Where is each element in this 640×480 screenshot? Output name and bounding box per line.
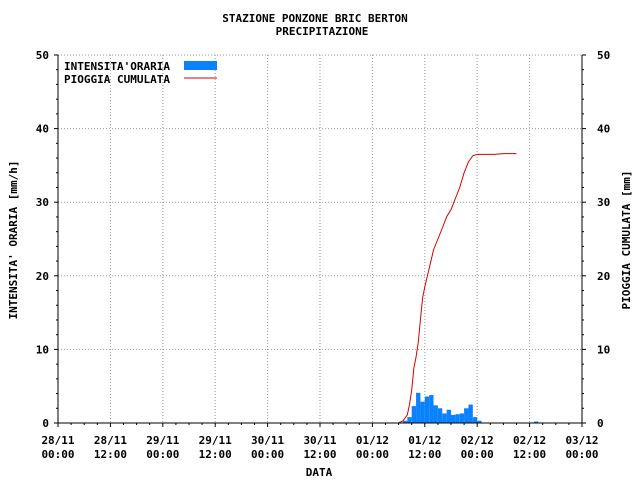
x-axis-label: DATA [306, 466, 333, 479]
intensity-bar [472, 417, 478, 423]
intensity-bar [451, 414, 456, 423]
intensity-bar [424, 396, 430, 423]
intensity-bar [411, 406, 417, 423]
x-tick-label-time: 00:00 [41, 448, 74, 461]
intensity-bars [402, 392, 539, 423]
intensity-bar [437, 408, 443, 423]
y-tick-label-left: 20 [36, 270, 49, 283]
y-tick-label-left: 0 [42, 417, 49, 430]
legend-label-intensity: INTENSITA'ORARIA [64, 60, 170, 73]
y-tick-label-right: 20 [597, 270, 610, 283]
x-tick-label-date: 02/12 [461, 434, 494, 447]
axes [54, 54, 586, 427]
intensity-bar [446, 409, 451, 423]
grid [58, 54, 582, 423]
x-tick-label-time: 12:00 [94, 448, 127, 461]
x-tick-label-time: 00:00 [461, 448, 494, 461]
y-tick-label-right: 10 [597, 343, 610, 356]
intensity-bar [433, 405, 438, 423]
intensity-bar [477, 420, 482, 423]
chart-title: STAZIONE PONZONE BRIC BERTON [222, 12, 407, 25]
x-tick-label-date: 28/11 [41, 434, 74, 447]
chart-subtitle: PRECIPITAZIONE [276, 25, 369, 38]
y-tick-label-left: 50 [36, 49, 49, 62]
intensity-bar [402, 420, 408, 423]
x-tick-label-time: 12:00 [408, 448, 441, 461]
y-axis-label-left: INTENSITA' ORARIA [mm/h] [7, 161, 20, 320]
cumulative-series-line [398, 153, 517, 424]
x-tick-label-time: 12:00 [199, 448, 232, 461]
intensity-bar [416, 392, 421, 423]
intensity-bar [468, 404, 473, 423]
legend-swatch-intensity [184, 61, 217, 70]
x-tick-label-date: 29/11 [199, 434, 232, 447]
y-tick-label-right: 50 [597, 49, 610, 62]
y-tick-label-right: 40 [597, 123, 610, 136]
intensity-bar [420, 401, 425, 423]
legend: INTENSITA'ORARIA PIOGGIA CUMULATA [64, 60, 217, 86]
intensity-bar [459, 413, 465, 423]
x-tick-label-date: 30/11 [303, 434, 336, 447]
y-axis-label-right: PIOGGIA CUMULATA [mm] [620, 170, 633, 309]
x-tick-label-date: 28/11 [94, 434, 127, 447]
y-tick-label-right: 30 [597, 196, 610, 209]
x-tick-label-date: 03/12 [565, 434, 598, 447]
x-tick-label-date: 01/12 [408, 434, 441, 447]
x-tick-label-date: 01/12 [356, 434, 389, 447]
x-tick-label-date: 02/12 [513, 434, 546, 447]
x-tick-label-date: 30/11 [251, 434, 284, 447]
intensity-bar [429, 395, 434, 423]
x-tick-label-time: 00:00 [356, 448, 389, 461]
intensity-bar [442, 413, 447, 423]
intensity-bar [464, 408, 469, 423]
legend-label-cumulative: PIOGGIA CUMULATA [64, 73, 170, 86]
cumulative-line [398, 153, 517, 424]
x-tick-label-time: 00:00 [565, 448, 598, 461]
x-tick-label-time: 12:00 [513, 448, 546, 461]
y-tick-label-right: 0 [597, 417, 604, 430]
y-tick-label-left: 40 [36, 123, 49, 136]
intensity-bar [455, 414, 460, 423]
x-tick-label-time: 12:00 [303, 448, 336, 461]
intensity-bar [407, 417, 412, 423]
y-tick-label-left: 30 [36, 196, 49, 209]
y-tick-label-left: 10 [36, 343, 49, 356]
x-tick-label-time: 00:00 [251, 448, 284, 461]
x-tick-label-time: 00:00 [146, 448, 179, 461]
intensity-bar [533, 421, 539, 423]
x-tick-label-date: 29/11 [146, 434, 179, 447]
